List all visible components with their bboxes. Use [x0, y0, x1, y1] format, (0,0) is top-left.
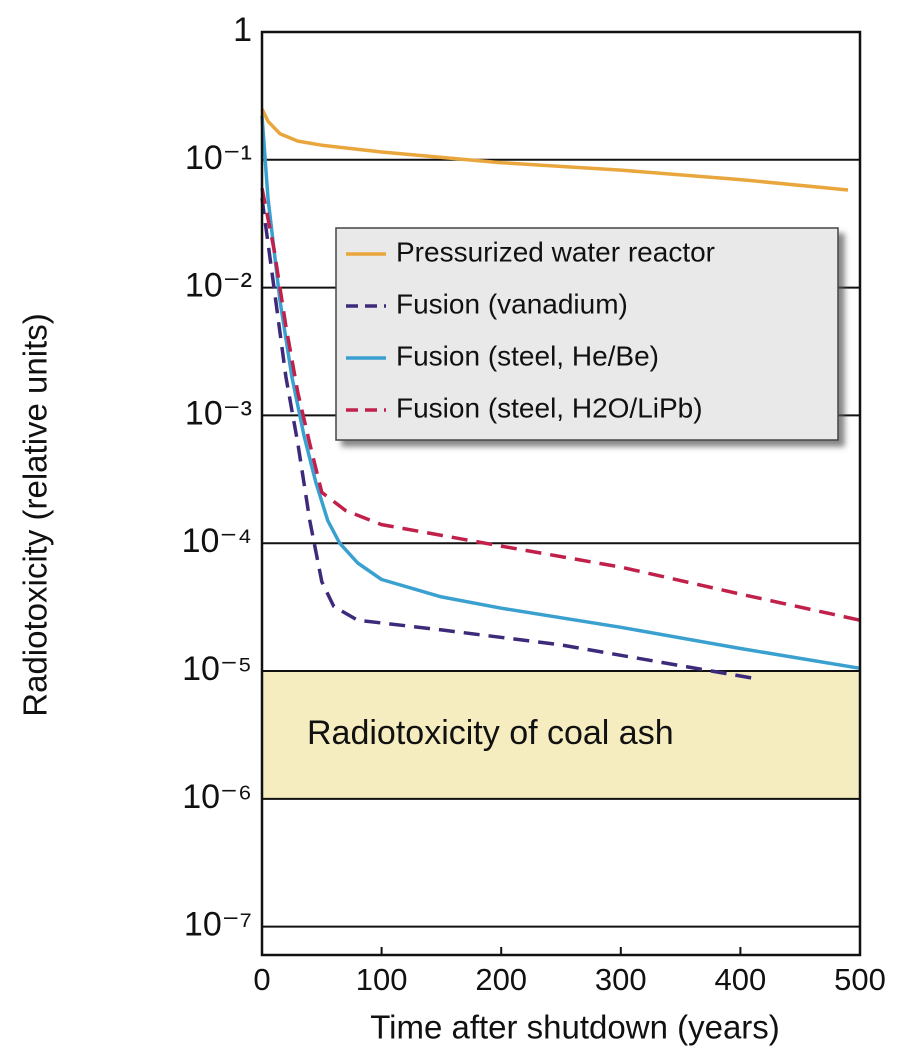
y-tick-label: 10⁻⁴	[182, 522, 252, 560]
y-tick-label: 10⁻¹	[185, 139, 252, 177]
legend-box	[335, 227, 839, 441]
x-axis-label: Time after shutdown (years)	[370, 1009, 780, 1046]
y-axis-label: Radiotoxicity (relative units)	[17, 313, 54, 716]
x-tick-label: 100	[356, 962, 408, 997]
plot-frame	[260, 30, 862, 957]
lines-layer	[260, 108, 861, 680]
background-layer: Radiotoxicity of coal ash	[262, 671, 860, 799]
annotation-band	[262, 671, 860, 799]
y-tick-label: 10⁻²	[185, 267, 252, 305]
y-tick-label: 10⁻⁵	[182, 650, 252, 688]
y-tick-label: 1	[233, 11, 252, 49]
x-tick-label: 500	[834, 962, 886, 997]
legend-label: Pressurized water reactor	[396, 236, 715, 267]
legend-label: Fusion (steel, He/Be)	[396, 340, 659, 371]
y-tick-label: 10⁻⁶	[182, 778, 252, 816]
legend-label: Fusion (steel, H2O/LiPb)	[396, 392, 703, 423]
x-tick-label: 0	[253, 962, 270, 997]
y-tick-label: 10⁻⁷	[184, 906, 252, 944]
x-tick-label: 200	[475, 962, 527, 997]
legend-label: Fusion (vanadium)	[396, 288, 628, 319]
series-line	[260, 187, 861, 622]
annotation-text: Radiotoxicity of coal ash	[307, 714, 674, 752]
front-layer: 10⁻⁷ 10⁻⁶ 10⁻⁵ 10⁻⁴ 10⁻³ 10⁻² 10⁻¹ 1 0 100 200 300 4…	[182, 11, 886, 997]
x-tick-label: 300	[595, 962, 647, 997]
x-tick-label: 400	[715, 962, 767, 997]
series-line	[260, 198, 753, 680]
series-line	[260, 108, 849, 192]
y-tick-label: 10⁻³	[185, 394, 252, 432]
series-line	[260, 115, 861, 671]
